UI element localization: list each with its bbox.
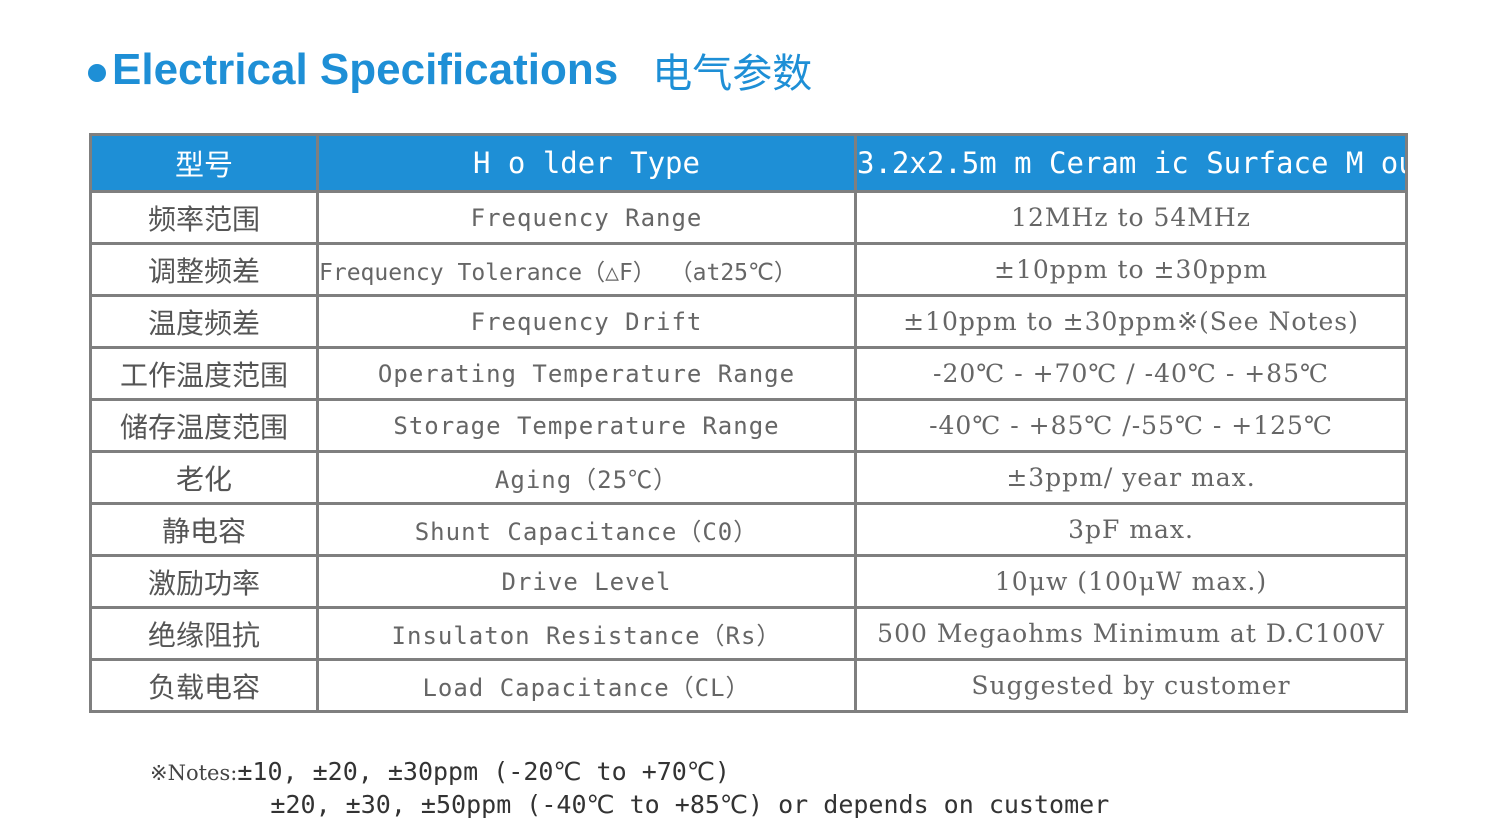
table-row: 调整频差 Frequency Tolerance（△F） （at25℃） ±10…: [89, 242, 1408, 297]
table-row: 激励功率 Drive Level 10μw (100μW max.): [89, 554, 1408, 609]
header-holder-type: H o lder Type: [316, 133, 857, 193]
row-label-en: Aging（25℃）: [316, 450, 857, 505]
row-label-cn: 温度频差: [89, 294, 319, 349]
row-label-en: Storage Temperature Range: [316, 398, 857, 453]
row-label-cn: 工作温度范围: [89, 346, 319, 401]
row-value: 500 Megaohms Minimum at D.C100V: [854, 606, 1408, 661]
table-row: 静电容 Shunt Capacitance（C0） 3pF max.: [89, 502, 1408, 557]
header-package: 3.2x2.5m m Ceram ic Surface M ount: [854, 133, 1408, 193]
row-label-cn: 调整频差: [89, 242, 319, 297]
row-label-en: Frequency Tolerance（△F） （at25℃）: [316, 242, 857, 297]
table-row: 负载电容 Load Capacitance（CL） Suggested by c…: [89, 658, 1408, 713]
notes: ※Notes:±10, ±20, ±30ppm (-20℃ to +70℃) ±…: [150, 756, 1109, 820]
row-label-cn: 激励功率: [89, 554, 319, 609]
page-title: Electrical Specifications 电气参数: [88, 40, 812, 100]
row-value: 10μw (100μW max.): [854, 554, 1408, 609]
row-label-en: Load Capacitance（CL）: [316, 658, 857, 713]
notes-lead: ※Notes:: [150, 761, 238, 785]
row-label-en: Frequency Drift: [316, 294, 857, 349]
table-row: 温度频差 Frequency Drift ±10ppm to ±30ppm※(S…: [89, 294, 1408, 349]
table-header-row: 型号 H o lder Type 3.2x2.5m m Ceram ic Sur…: [89, 133, 1408, 193]
table-row: 频率范围 Frequency Range 12MHz to 54MHz: [89, 190, 1408, 245]
row-label-en: Frequency Range: [316, 190, 857, 245]
row-value: -40℃ - +85℃ /-55℃ - +125℃: [854, 398, 1408, 453]
title-chinese: 电气参数: [652, 51, 813, 97]
row-value: 12MHz to 54MHz: [854, 190, 1408, 245]
notes-line-2: ±20, ±30, ±50ppm (-40℃ to +85℃) or depen…: [270, 790, 1110, 819]
row-value: 3pF max.: [854, 502, 1408, 557]
row-value: ±10ppm to ±30ppm※(See Notes): [854, 294, 1408, 349]
row-label-cn: 绝缘阻抗: [89, 606, 319, 661]
row-label-en: Drive Level: [316, 554, 857, 609]
row-label-cn: 静电容: [89, 502, 319, 557]
row-value: ±3ppm/ year max.: [854, 450, 1408, 505]
table-row: 储存温度范围 Storage Temperature Range -40℃ - …: [89, 398, 1408, 453]
header-model: 型号: [89, 133, 319, 193]
bullet-icon: [88, 64, 106, 82]
row-value: ±10ppm to ±30ppm: [854, 242, 1408, 297]
row-label-cn: 负载电容: [89, 658, 319, 713]
row-value: -20℃ - +70℃ / -40℃ - +85℃: [854, 346, 1408, 401]
table-row: 老化 Aging（25℃） ±3ppm/ year max.: [89, 450, 1408, 505]
row-label-cn: 老化: [89, 450, 319, 505]
row-value: Suggested by customer: [854, 658, 1408, 713]
row-label-en: Operating Temperature Range: [316, 346, 857, 401]
table-row: 工作温度范围 Operating Temperature Range -20℃ …: [89, 346, 1408, 401]
spec-table: 型号 H o lder Type 3.2x2.5m m Ceram ic Sur…: [89, 133, 1408, 713]
row-label-en: Insulaton Resistance（Rs）: [316, 606, 857, 661]
row-label-cn: 储存温度范围: [89, 398, 319, 453]
row-label-cn: 频率范围: [89, 190, 319, 245]
title-english: Electrical Specifications: [112, 45, 619, 94]
notes-line-1: ±10, ±20, ±30ppm (-20℃ to +70℃): [237, 757, 730, 786]
table-row: 绝缘阻抗 Insulaton Resistance（Rs） 500 Megaoh…: [89, 606, 1408, 661]
row-label-en: Shunt Capacitance（C0）: [316, 502, 857, 557]
